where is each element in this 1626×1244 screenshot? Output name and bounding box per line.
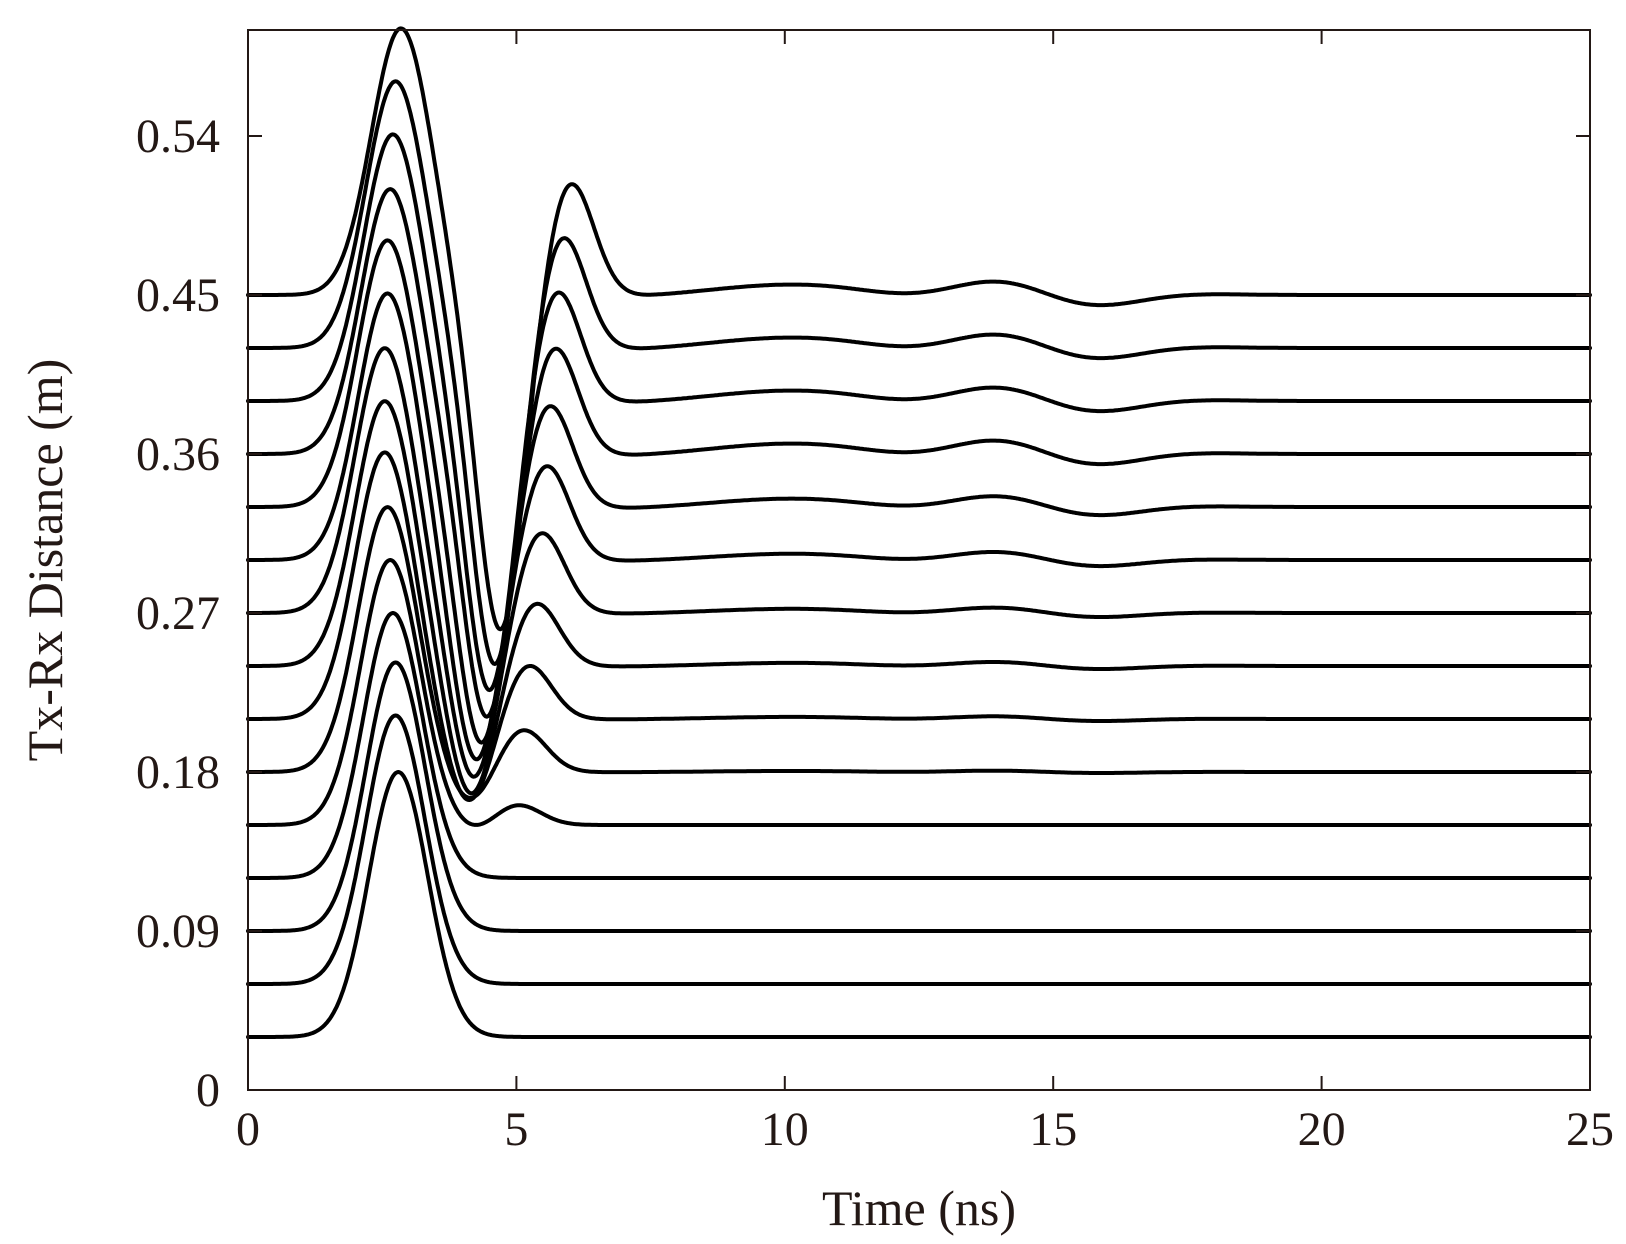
- trace-line-10: [246, 238, 1592, 745]
- y-tick-label: 0.36: [136, 428, 220, 481]
- trace-line-11: [246, 187, 1592, 719]
- x-tick-label: 15: [1029, 1103, 1077, 1156]
- trace-line-1: [246, 713, 1592, 986]
- trace-line-9: [246, 291, 1592, 762]
- x-tick-label: 20: [1298, 1103, 1346, 1156]
- y-tick-label: 0.45: [136, 269, 220, 322]
- x-tick-label: 25: [1566, 1103, 1614, 1156]
- x-axis-ticks: 0 5 10 15 20 25: [236, 30, 1614, 1156]
- y-tick-label: 0.09: [136, 905, 220, 958]
- trace-line-4: [246, 558, 1592, 827]
- y-tick-label: 0.18: [136, 746, 220, 799]
- trace-line-8: [246, 346, 1592, 779]
- trace-line-2: [246, 660, 1592, 933]
- trace-group: [246, 26, 1592, 1039]
- trace-line-14: [246, 26, 1592, 632]
- trace-line-3: [246, 611, 1592, 880]
- trace-line-0: [246, 770, 1592, 1039]
- x-tick-label: 10: [761, 1103, 809, 1156]
- trace-line-7: [246, 399, 1592, 796]
- axes-frame: [247, 29, 1591, 1091]
- x-tick-label: 0: [236, 1103, 260, 1156]
- y-tick-label: 0: [196, 1064, 220, 1117]
- trace-line-6: [246, 450, 1592, 802]
- trace-line-12: [246, 132, 1592, 693]
- plot-area: [246, 26, 1592, 1091]
- trace-line-13: [246, 79, 1592, 666]
- y-tick-label: 0.27: [136, 587, 220, 640]
- y-axis-title: Tx-Rx Distance (m): [17, 359, 73, 762]
- x-axis-title: Time (ns): [822, 1180, 1016, 1236]
- y-tick-label: 0.54: [136, 110, 220, 163]
- y-axis-ticks: 0 0.09 0.18 0.27 0.36 0.45 0.54: [136, 110, 1590, 1117]
- x-tick-label: 5: [504, 1103, 528, 1156]
